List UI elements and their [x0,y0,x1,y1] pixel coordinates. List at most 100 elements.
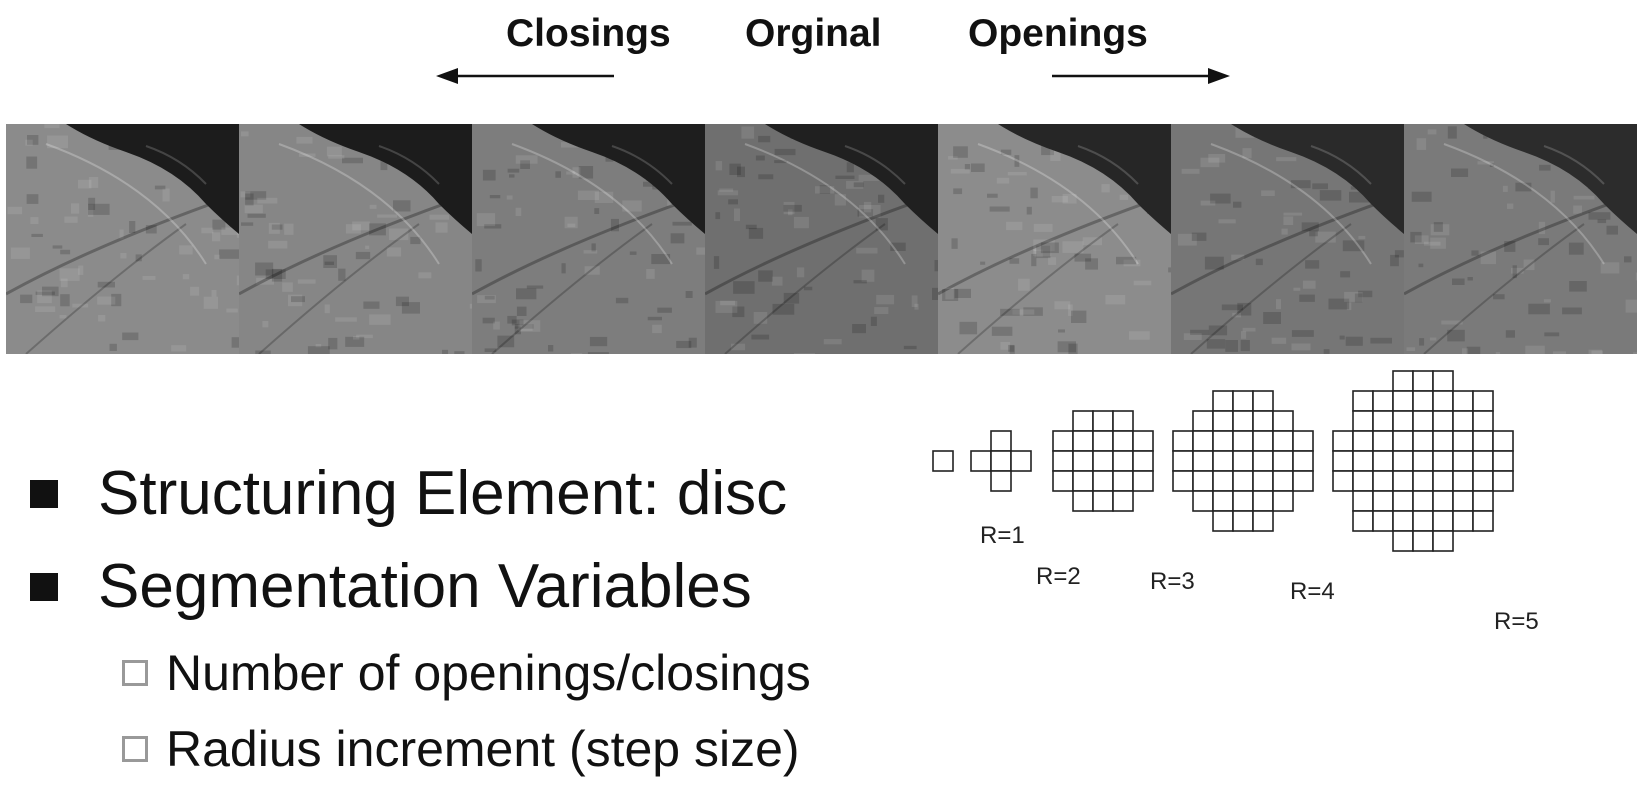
disc-cell [1392,510,1414,532]
disc-cell [1372,410,1394,432]
disc-cell [1272,430,1294,452]
disc-cell [1112,430,1134,452]
disc-cell [1072,450,1094,472]
disc-cell [1252,410,1274,432]
disc-cell [1392,430,1414,452]
disc-cell [1332,450,1354,472]
disc-grid-r3 [1052,410,1154,512]
disc-cell [1352,390,1374,412]
disc-cell [1492,450,1514,472]
disc-cell [1432,370,1454,392]
disc-cell [1232,390,1254,412]
disc-cell [1452,390,1474,412]
image-panel-opening-3 [1404,124,1637,354]
disc-cell [1352,450,1374,472]
disc-cell [1352,470,1374,492]
disc-cell [1132,470,1154,492]
disc-cell [1352,510,1374,532]
disc-cell [1052,470,1074,492]
openings-label: Openings [968,12,1148,55]
disc-cell [1272,470,1294,492]
disc-cell [1212,430,1234,452]
disc-cell [1432,390,1454,412]
disc-cell [1072,470,1094,492]
disc-cell [1212,410,1234,432]
radius-label-r5: R=5 [1494,608,1539,635]
disc-cell [1232,430,1254,452]
image-panel-original [705,124,938,354]
disc-cell [1232,510,1254,532]
disc-cell [1372,490,1394,512]
disc-cell [1352,410,1374,432]
disc-cell [1172,470,1194,492]
original-label: Orginal [745,12,882,55]
disc-cell [1052,430,1074,452]
disc-cell [1232,450,1254,472]
disc-cell [1392,390,1414,412]
disc-cell [1132,450,1154,472]
disc-cell [1272,490,1294,512]
disc-cell [1212,510,1234,532]
disc-cell [1372,430,1394,452]
disc-cell [1452,470,1474,492]
sub-bullet-radius-increment: Radius increment (step size) [122,724,800,774]
disc-cell [990,430,1012,452]
disc-cell [990,470,1012,492]
openings-arrow-right-icon [1052,68,1230,84]
disc-cell [1412,390,1434,412]
disc-cell [1452,490,1474,512]
disc-cell [1372,450,1394,472]
bullet-text: Structuring Element: disc [98,459,788,528]
disc-cell [1492,470,1514,492]
disc-cell [1492,430,1514,452]
disc-cell [1232,490,1254,512]
disc-cell [1192,410,1214,432]
disc-cell [1412,370,1434,392]
disc-cell [1252,490,1274,512]
disc-cell [1352,430,1374,452]
disc-cell [1072,490,1094,512]
disc-cell [1392,470,1414,492]
disc-cell [1192,430,1214,452]
disc-cell [1252,510,1274,532]
disc-cell [1112,490,1134,512]
disc-cell [1212,470,1234,492]
disc-cell [1412,450,1434,472]
disc-cell [1472,450,1494,472]
disc-cell [1292,450,1314,472]
radius-label-r4: R=4 [1290,578,1335,605]
disc-cell [1212,490,1234,512]
disc-cell [1472,510,1494,532]
image-panel-closing-1 [472,124,705,354]
bullet-square-icon [30,480,58,508]
disc-cell [1412,530,1434,552]
disc-cell [1412,470,1434,492]
sub-bullet-text: Number of openings/closings [166,645,811,701]
disc-cell [1252,470,1274,492]
disc-cell [1352,490,1374,512]
disc-grid-r2 [970,430,1032,492]
disc-cell [990,450,1012,472]
disc-cell [1092,410,1114,432]
disc-cell [1292,430,1314,452]
disc-cell [1212,450,1234,472]
bullet-text: Segmentation Variables [98,552,752,621]
sub-bullet-text: Radius increment (step size) [166,721,800,777]
disc-cell [1292,470,1314,492]
disc-cell [1072,410,1094,432]
disc-cell [1412,510,1434,532]
disc-cell [1332,470,1354,492]
disc-cell [1272,410,1294,432]
disc-cell [1212,390,1234,412]
disc-cell [1392,410,1414,432]
disc-cell [1432,490,1454,512]
disc-cell [1372,470,1394,492]
bullet-square-icon [30,573,58,601]
disc-cell [1432,530,1454,552]
sub-bullet-number-of-openings: Number of openings/closings [122,648,811,698]
disc-cell [1432,510,1454,532]
bullet-structuring-element: Structuring Element: disc [30,463,787,525]
radius-label-r1: R=1 [980,522,1025,549]
image-panel-closing-3 [6,124,239,354]
disc-grid-r4 [1172,390,1314,532]
